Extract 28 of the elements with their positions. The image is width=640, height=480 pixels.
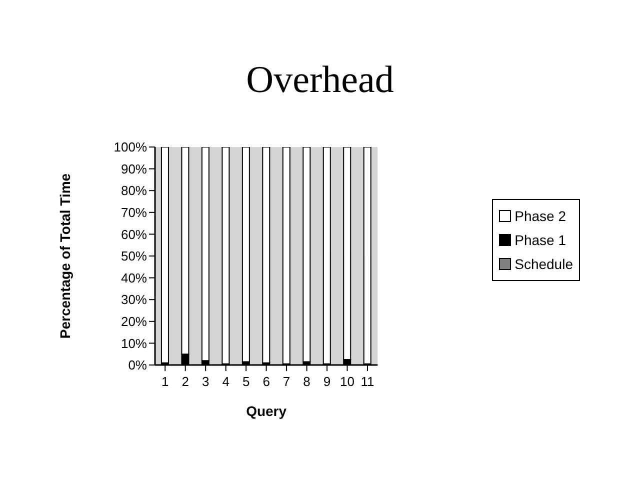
y-tick-label: 60% <box>120 226 148 242</box>
x-tick-label: 8 <box>303 374 310 390</box>
x-tick-label: 9 <box>323 374 331 390</box>
chart-title: Overhead <box>245 58 395 102</box>
y-tick-label: 100% <box>114 140 148 155</box>
legend-label: Schedule <box>514 256 573 272</box>
y-tick-label: 90% <box>120 161 148 176</box>
x-tick-label: 11 <box>360 374 374 390</box>
legend-label: Phase 2 <box>514 208 566 224</box>
x-axis-title: Query <box>246 403 287 419</box>
legend-label: Phase 1 <box>514 232 566 248</box>
y-tick-label: 50% <box>120 248 148 264</box>
y-tick-label: 70% <box>120 205 148 220</box>
x-tick-label: 5 <box>242 374 250 390</box>
y-tick-label: 0% <box>128 358 148 373</box>
x-tick-label: 3 <box>202 374 210 390</box>
x-tick-label: 1 <box>162 374 169 390</box>
y-tick-label: 40% <box>120 270 148 286</box>
x-tick-label: 10 <box>340 374 354 390</box>
y-axis-title: Percentage of Total Time <box>56 173 73 339</box>
y-tick-label: 30% <box>120 292 148 308</box>
x-tick-label: 7 <box>282 374 290 390</box>
y-tick-label: 20% <box>120 314 148 330</box>
y-tick-label: 10% <box>120 336 148 351</box>
x-tick-label: 6 <box>262 374 270 390</box>
y-tick-label: 80% <box>120 183 148 198</box>
x-tick-label: 2 <box>182 374 189 390</box>
x-tick-label: 4 <box>222 374 230 390</box>
